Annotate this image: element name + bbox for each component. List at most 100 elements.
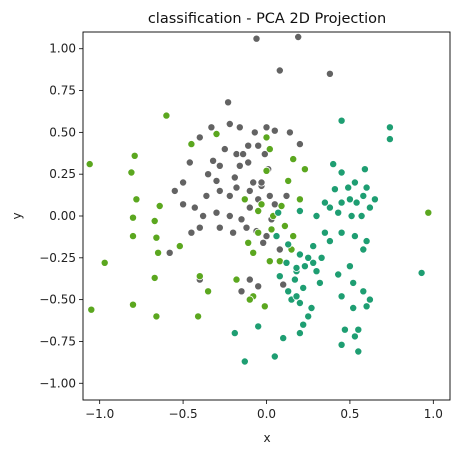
data-point-series-0-47 [216,224,223,231]
data-point-series-1-4 [188,141,195,148]
data-point-series-1-27 [263,167,270,174]
data-point-series-1-11 [153,234,160,241]
y-tick-label: 0.75 [49,84,76,98]
data-point-series-0-58 [280,281,287,288]
data-point-series-2-47 [360,288,367,295]
data-point-series-1-17 [88,306,95,313]
data-point-series-2-19 [366,204,373,211]
data-point-series-2-61 [241,358,248,365]
data-point-series-0-60 [271,201,278,208]
data-point-series-1-2 [128,169,135,176]
data-point-series-2-11 [371,196,378,203]
data-point-series-0-48 [230,229,237,236]
y-axis: −1.00 −0.75 −0.50 −0.25 0.00 0.25 0.50 0.75 1.00 [39,42,83,391]
data-point-series-0-38 [233,184,240,191]
data-point-series-1-25 [241,196,248,203]
data-point-series-2-8 [331,186,338,193]
data-point-series-0-53 [188,229,195,236]
data-point-series-2-68 [273,233,280,240]
data-point-series-2-53 [351,333,358,340]
data-point-series-1-23 [245,239,252,246]
data-point-series-2-43 [293,293,300,300]
y-tick-label: −0.25 [39,251,76,265]
data-point-series-0-22 [216,162,223,169]
y-tick-label: 0.50 [49,125,76,139]
data-point-series-1-5 [213,130,220,137]
data-point-series-0-16 [255,142,262,149]
data-point-series-0-26 [213,177,220,184]
data-point-series-0-2 [276,67,283,74]
data-point-series-2-56 [363,303,370,310]
data-point-series-0-43 [213,209,220,216]
data-point-series-2-45 [346,263,353,270]
data-point-series-0-28 [250,179,257,186]
data-point-series-0-0 [253,35,260,42]
x-tick-label: −1.0 [85,407,114,421]
data-point-series-2-69 [285,241,292,248]
data-point-series-1-24 [255,229,262,236]
data-point-series-2-12 [353,199,360,206]
data-point-series-2-21 [313,212,320,219]
data-point-series-1-14 [151,274,158,281]
data-point-series-2-25 [363,238,370,245]
data-point-series-0-36 [216,187,223,194]
data-point-series-1-43 [266,146,273,153]
data-point-series-2-26 [360,246,367,253]
data-point-series-2-23 [338,229,345,236]
data-point-series-1-42 [281,222,288,229]
data-point-series-2-29 [318,254,325,261]
data-point-series-0-14 [296,141,303,148]
data-point-series-2-6 [338,169,345,176]
y-tick-label: −0.75 [39,334,76,348]
data-point-series-2-16 [335,209,342,216]
y-tick-label: 0.25 [49,167,76,181]
data-point-series-2-17 [348,212,355,219]
data-point-series-2-44 [335,271,342,278]
data-point-series-1-31 [246,296,253,303]
data-point-series-1-26 [255,207,262,214]
data-point-series-2-58 [283,259,290,266]
data-point-series-0-39 [246,187,253,194]
data-point-series-2-0 [338,117,345,124]
data-point-series-0-42 [200,212,207,219]
data-point-series-2-5 [330,161,337,168]
data-point-series-0-17 [221,146,228,153]
y-tick-label: 1.00 [49,42,76,56]
data-point-series-1-28 [233,276,240,283]
data-point-series-0-64 [258,179,265,186]
data-point-series-0-21 [210,157,217,164]
data-point-series-1-36 [296,196,303,203]
x-axis-label: x [263,431,270,445]
data-point-series-2-42 [296,330,303,337]
data-point-series-2-64 [255,323,262,330]
data-point-series-2-22 [321,229,328,236]
data-point-series-1-13 [176,243,183,250]
data-point-series-2-35 [300,284,307,291]
data-point-series-1-16 [101,259,108,266]
data-point-series-1-6 [129,214,136,221]
x-tick-label: 1.0 [424,407,443,421]
data-point-series-2-28 [310,243,317,250]
data-point-series-0-57 [255,283,262,290]
data-point-series-1-10 [156,202,163,209]
data-point-series-0-46 [246,204,253,211]
data-point-series-2-20 [321,199,328,206]
data-point-series-2-48 [338,293,345,300]
data-point-series-0-55 [238,288,245,295]
data-point-series-1-34 [290,233,297,240]
data-point-series-2-50 [350,304,357,311]
data-point-series-0-37 [226,192,233,199]
data-point-series-2-71 [305,254,312,261]
data-point-series-0-9 [236,124,243,131]
data-point-series-0-61 [276,246,283,253]
plot-frame [83,32,450,400]
data-point-series-2-34 [316,279,323,286]
data-point-series-0-8 [226,120,233,127]
data-point-series-2-4 [363,184,370,191]
data-point-series-0-33 [180,201,187,208]
data-point-series-0-56 [246,276,253,283]
data-point-series-2-49 [366,296,373,303]
data-point-series-2-63 [271,353,278,360]
data-point-series-0-41 [266,192,273,199]
data-point-series-0-4 [225,99,232,106]
